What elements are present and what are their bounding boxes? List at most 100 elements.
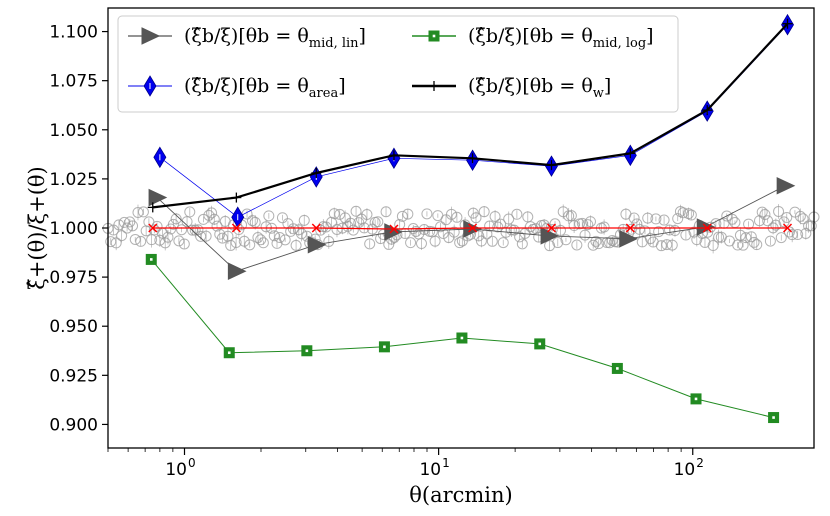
legend-label-close: ] (359, 25, 366, 47)
y-tick-label: 1.000 (49, 219, 98, 239)
scatter-point (328, 208, 340, 220)
point-mid_log (611, 362, 623, 374)
point-reference (231, 223, 241, 233)
scatter-point (764, 235, 776, 247)
point-weighted (782, 18, 793, 29)
scatter-point (274, 232, 286, 244)
legend-label-close: ] (604, 75, 611, 97)
legend-marker-area (143, 75, 157, 97)
legend-entry-weighted: (ξ̂b/ξ)[θb = θw] (412, 75, 611, 101)
point-reference-b (782, 223, 793, 233)
scatter-point (176, 224, 188, 236)
scatter-point (571, 239, 583, 251)
scatter-point (170, 213, 182, 225)
scatter-point (593, 238, 605, 250)
scatter-point (129, 233, 141, 245)
scatter-point (192, 224, 204, 236)
legend-box (117, 15, 679, 113)
scatter-point (587, 239, 599, 251)
scatter-point (200, 230, 212, 242)
scatter-point (677, 207, 689, 219)
x-tick-label: 100 (165, 456, 195, 480)
scatter-point (358, 222, 370, 234)
point-weighted (546, 160, 557, 171)
legend-label-subscript: mid, lin (309, 36, 359, 51)
legend-marker-mid_log-inner (432, 34, 436, 38)
scatter-point (246, 215, 258, 227)
scatter-point (582, 219, 594, 231)
scatter-point (415, 238, 427, 250)
scatter-point (552, 237, 564, 249)
scatter-point (263, 210, 275, 222)
point-mid_log-inner (149, 258, 153, 261)
scatter-point (495, 218, 507, 230)
scatter-point (342, 220, 354, 232)
scatter-point (268, 230, 280, 242)
scatter-point (287, 223, 299, 235)
legend-marker-mid_log (428, 30, 440, 42)
series-reference (148, 223, 793, 234)
scatter-point (208, 213, 220, 225)
point-reference (625, 223, 635, 233)
scatter-point (792, 229, 804, 241)
point-weighted (625, 148, 636, 159)
y-tick-label: 1.075 (49, 72, 98, 92)
scatter-point (721, 210, 733, 222)
scatter-point (350, 205, 362, 217)
scatter-point (435, 221, 447, 233)
scatter-point (653, 226, 665, 238)
scatter-point (634, 223, 646, 235)
scatter-point (661, 239, 673, 251)
scatter-point (473, 230, 485, 242)
scatter-point (475, 235, 487, 247)
scatter-point (184, 206, 196, 218)
y-axis-label-text: ξ̂+(θ)/ξ+(θ) (25, 166, 49, 289)
point-reference-b (389, 224, 399, 234)
scatter-point (666, 239, 678, 251)
scatter-point (642, 212, 654, 224)
scatter-point (672, 213, 684, 225)
point-reference-b (311, 223, 321, 233)
scatter-point (492, 221, 504, 233)
scatter-point (162, 231, 174, 243)
point-area (153, 146, 167, 169)
scatter-point (478, 206, 490, 218)
legend-label-close: ] (338, 75, 345, 97)
legend-entry-mid_log: (ξ̂b/ξ)[θb = θmid, log] (412, 25, 654, 51)
scatter-point (631, 218, 643, 230)
scatter-point (405, 237, 417, 249)
scatter-point (402, 208, 414, 220)
scatter-point (699, 236, 711, 248)
scatter-point (658, 214, 670, 226)
point-reference-b (231, 223, 241, 233)
point-reference (468, 223, 478, 233)
point-mid_log (534, 338, 546, 350)
scatter-point (249, 216, 261, 228)
scatter-point (664, 224, 676, 236)
scatter-point (786, 229, 798, 241)
y-tick-label: 0.900 (49, 415, 98, 435)
scatter-point (225, 239, 237, 251)
scatter-point (230, 237, 242, 249)
scatter-point (775, 232, 787, 244)
point-weighted (231, 192, 242, 203)
x-tick-label: 102 (674, 456, 704, 480)
scatter-point (454, 237, 466, 249)
scatter-point (206, 207, 218, 219)
scatter-point (628, 212, 640, 224)
point-mid_lin (540, 227, 560, 245)
scatter-point (195, 230, 207, 242)
scatter-point (361, 208, 373, 220)
point-mid_lin (227, 262, 247, 281)
scatter-point (315, 224, 327, 236)
scatter-point (685, 209, 697, 221)
scatter-point (511, 208, 523, 220)
scatter-point (105, 236, 117, 248)
scatter-point (748, 236, 760, 248)
point-reference (311, 223, 321, 233)
scatter-point (255, 234, 267, 246)
scatter-point (486, 235, 498, 247)
scatter-point (347, 224, 359, 236)
scatter-point (734, 229, 746, 241)
scatter-point (549, 218, 561, 230)
